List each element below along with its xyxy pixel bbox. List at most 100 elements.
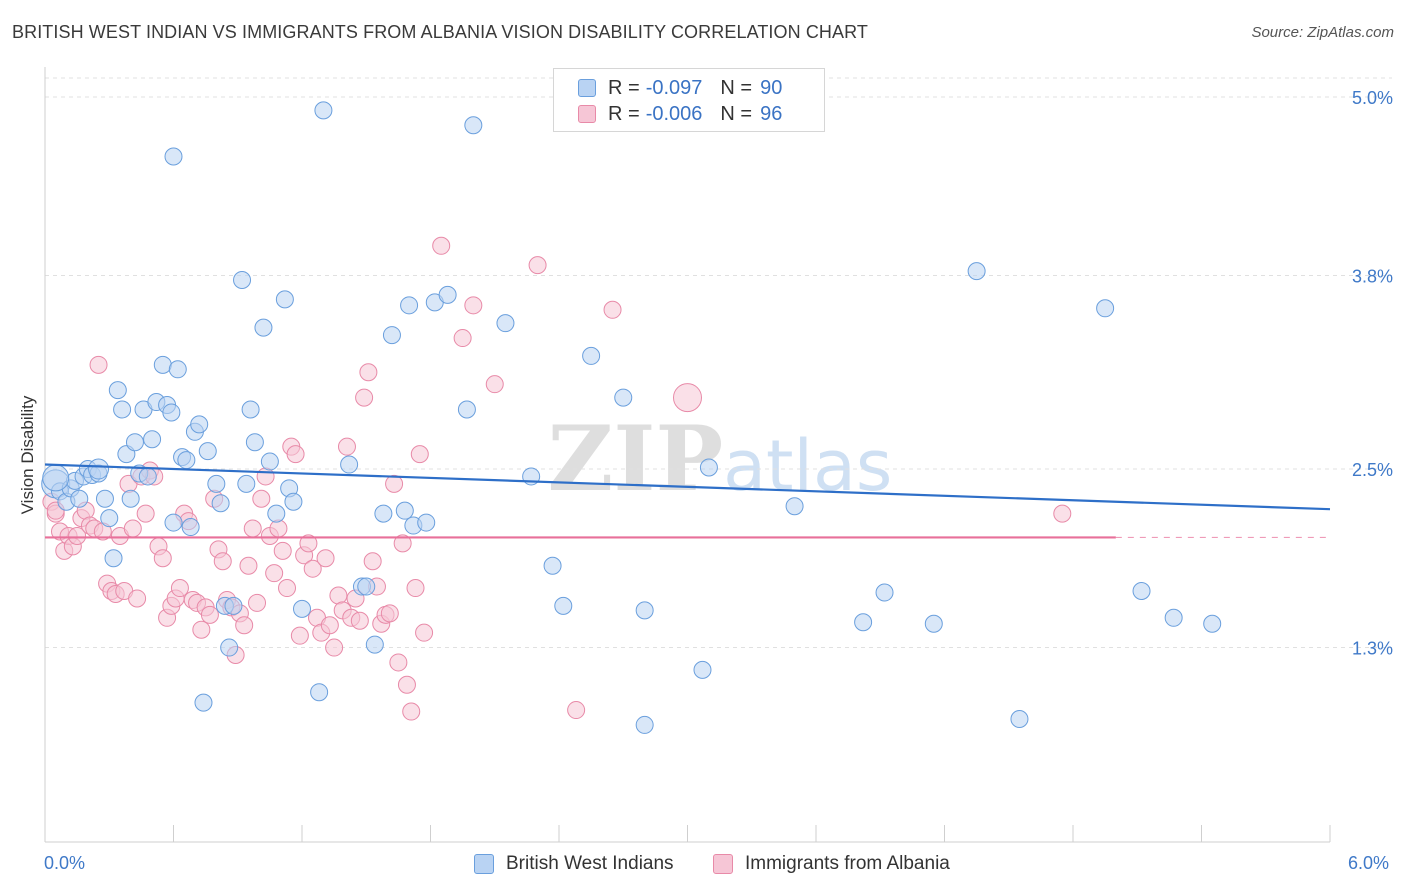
bwi-point [241,400,260,419]
albania-point [136,504,155,523]
albania-point [89,355,108,374]
bwi-point [181,518,200,537]
bwi-point [164,147,183,166]
legend-row-series1: R = -0.097 N = 90 [578,75,800,101]
legend-row-series2: R = -0.006 N = 96 [578,101,800,127]
albania-point [68,526,87,545]
albania-point [337,437,356,456]
albania-point [128,589,147,608]
source-label: Source: ZipAtlas.com [1251,24,1394,41]
albania-point [673,383,702,413]
bwi-point [400,296,419,315]
bwi-point [95,489,114,508]
albania-point [350,611,369,630]
albania-point [269,519,288,538]
albania-point [603,300,622,319]
albania-point [402,702,421,721]
albania-point [290,626,309,645]
albania-point [303,559,322,578]
legend-r-value: -0.006 [645,102,703,125]
bwi-point [699,458,718,477]
albania-point [567,701,586,720]
watermark: ZIPatlas [548,406,893,512]
chart-title: BRITISH WEST INDIAN VS IMMIGRANTS FROM A… [12,22,869,42]
bwi-point [164,513,183,532]
y-tick-label: 5.0% [1352,88,1393,108]
bwi-point [284,492,303,511]
albania-point [213,552,232,571]
albania-point [192,620,211,639]
albania-point [406,579,425,598]
y-tick-label: 3.8% [1352,267,1393,287]
albania-point [278,579,297,598]
bottom-legend-item-2: Immigrants from Albania [713,852,950,876]
bottom-legend-item-1: British West Indians [474,852,674,876]
bwi-point [100,509,119,528]
bwi-point [314,101,333,120]
bwi-point [1164,608,1183,627]
albania-point [389,653,408,672]
bwi-point [275,290,294,309]
bwi-point [121,489,140,508]
bwi-point [177,451,196,470]
bwi-point [693,660,712,679]
bwi-point [162,403,181,422]
legend-swatch-blue [578,79,596,97]
albania-point [123,519,142,538]
bwi-point [543,556,562,575]
albania-point [393,534,412,553]
albania-point [464,296,483,315]
legend-n-value: 90 [760,76,783,99]
bwi-point [614,388,633,407]
bwi-point [207,474,226,493]
bwi-point [153,355,172,374]
albania-point [265,564,284,583]
bwi-point [340,455,359,474]
albania-point [415,623,434,642]
albania-point [320,616,339,635]
legend-r-label: R = [608,76,640,99]
albania-point [243,519,262,538]
albania-point [359,363,378,382]
bwi-point [854,613,873,632]
bwi-point [365,635,384,654]
albania-point [273,541,292,560]
bwi-point [496,314,515,333]
bwi-point [108,381,127,400]
albania-point [248,593,267,612]
albania-point [363,552,382,571]
bwi-point [42,464,70,492]
bwi-point [310,683,329,702]
legend-n-value: 96 [760,102,783,125]
legend-r-label: R = [608,102,640,125]
bwi-point [237,474,256,493]
albania-point [200,605,219,624]
bwi-point [395,501,414,520]
y-tick-label: 2.5% [1352,460,1393,480]
albania-point [453,329,472,348]
bwi-point [374,504,393,523]
bwi-point [194,693,213,712]
albania-point [485,375,504,394]
y-tick-label: 1.3% [1352,639,1393,659]
albania-point [316,549,335,568]
bwi-point [220,638,239,657]
albania-point [385,474,404,493]
bwi-point [224,596,243,615]
bwi-point [254,318,273,337]
bwi-point [267,504,286,523]
albania-point [397,675,416,694]
albania-point [355,388,374,407]
bwi-point [1132,582,1151,601]
bwi-point [554,596,573,615]
bwi-point [293,599,311,618]
bwi-point [143,430,162,449]
bwi-point [88,458,110,480]
albania-point [299,534,318,553]
albania-point [410,445,429,464]
bwi-point [635,601,654,620]
albania-point [380,604,399,623]
bwi-point [233,271,252,290]
bwi-point [245,433,264,452]
